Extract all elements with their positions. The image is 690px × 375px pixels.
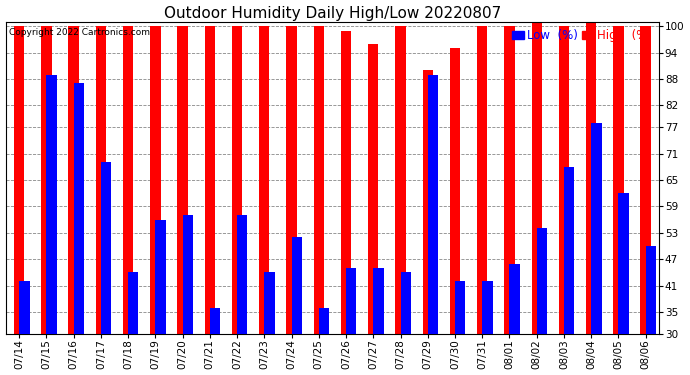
Bar: [482, 281, 493, 334]
Bar: [341, 30, 351, 334]
Bar: [591, 123, 602, 334]
Bar: [286, 26, 297, 334]
Bar: [559, 26, 569, 334]
Bar: [96, 26, 106, 334]
Bar: [74, 83, 84, 334]
Bar: [477, 26, 487, 334]
Bar: [646, 246, 656, 334]
Bar: [46, 75, 57, 334]
Bar: [537, 228, 547, 334]
Bar: [314, 26, 324, 334]
Bar: [210, 308, 220, 334]
Bar: [346, 268, 356, 334]
Bar: [205, 26, 215, 334]
Bar: [68, 26, 79, 334]
Bar: [450, 48, 460, 334]
Bar: [232, 26, 242, 334]
Bar: [237, 215, 248, 334]
Bar: [14, 26, 24, 334]
Bar: [183, 215, 193, 334]
Title: Outdoor Humidity Daily High/Low 20220807: Outdoor Humidity Daily High/Low 20220807: [164, 6, 501, 21]
Bar: [19, 281, 30, 334]
Bar: [531, 22, 542, 334]
Bar: [259, 26, 270, 334]
Bar: [101, 162, 111, 334]
Legend: Low  (%), High  (%): Low (%), High (%): [511, 28, 653, 43]
Bar: [319, 308, 329, 334]
Bar: [400, 272, 411, 334]
Bar: [150, 26, 161, 334]
Bar: [586, 22, 596, 334]
Bar: [292, 237, 302, 334]
Bar: [373, 268, 384, 334]
Bar: [177, 26, 188, 334]
Bar: [264, 272, 275, 334]
Bar: [613, 26, 624, 334]
Bar: [422, 70, 433, 334]
Bar: [123, 26, 133, 334]
Bar: [455, 281, 465, 334]
Bar: [128, 272, 139, 334]
Bar: [509, 264, 520, 334]
Bar: [368, 44, 378, 334]
Bar: [564, 167, 574, 334]
Text: Copyright 2022 Cartronics.com: Copyright 2022 Cartronics.com: [9, 28, 150, 37]
Bar: [395, 26, 406, 334]
Bar: [504, 26, 515, 334]
Bar: [618, 193, 629, 334]
Bar: [428, 75, 438, 334]
Bar: [640, 26, 651, 334]
Bar: [155, 220, 166, 334]
Bar: [41, 26, 52, 334]
